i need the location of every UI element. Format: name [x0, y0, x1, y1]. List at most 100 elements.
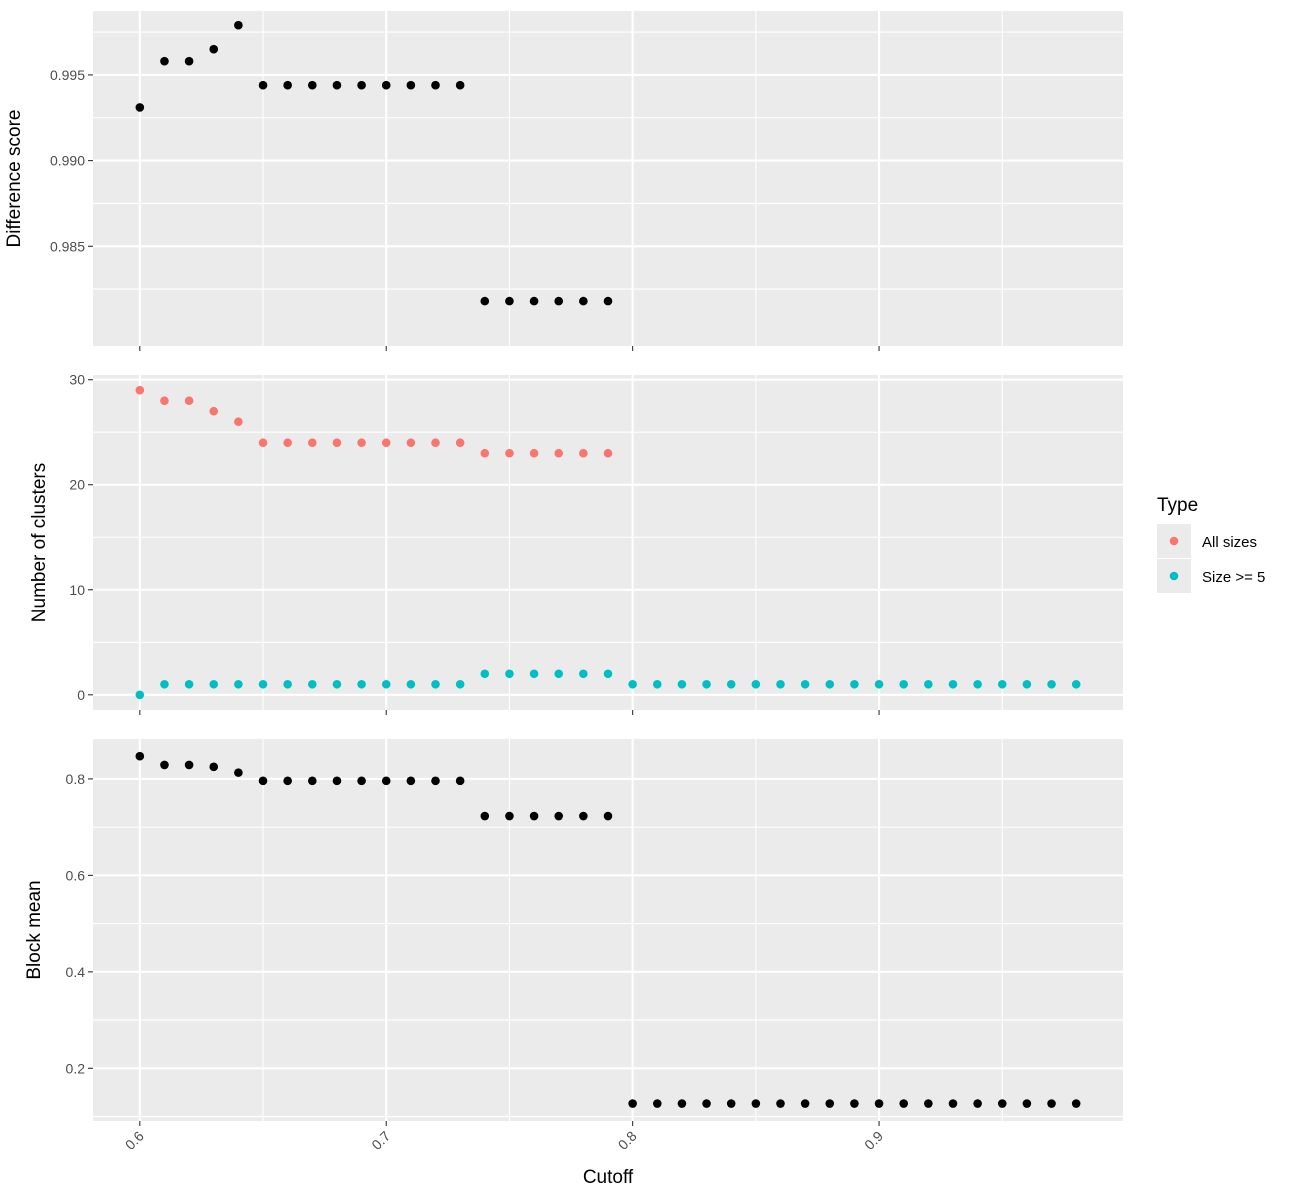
data-point: [431, 776, 440, 786]
data-point: [283, 80, 292, 90]
y-axis-title: Block mean: [24, 880, 45, 979]
legend-title: Type: [1157, 495, 1198, 516]
data-point: [997, 1099, 1007, 1108]
data-point: [406, 438, 416, 448]
data-point: [628, 1099, 637, 1108]
data-point: [579, 669, 588, 679]
data-point: [579, 811, 588, 821]
data-point: [455, 776, 465, 786]
data-point: [357, 438, 366, 448]
data-point: [1022, 679, 1032, 689]
y-tick-label: 0: [77, 687, 85, 703]
data-point: [1022, 1099, 1032, 1108]
data-point: [924, 679, 933, 689]
y-tick-label: 10: [69, 582, 85, 598]
data-point: [948, 679, 958, 689]
panel-3: 0.2 0.4 0.6 0.8 Block mean: [24, 739, 1123, 1126]
data-point: [529, 296, 539, 306]
legend-entry: All sizes: [1157, 524, 1257, 558]
y-tick-label: 0.985: [50, 238, 85, 254]
data-point: [726, 1099, 736, 1108]
y-axis-title: Difference score: [4, 110, 25, 248]
y-axis-title: Number of clusters: [29, 463, 50, 622]
panel-2: 0 10 20 30 Number of clusters: [29, 372, 1123, 715]
data-point: [357, 80, 366, 90]
y-tick-label: 0.990: [50, 153, 85, 169]
data-point: [406, 679, 416, 689]
data-point: [505, 296, 514, 306]
data-point: [751, 1099, 761, 1108]
data-point: [800, 679, 810, 689]
data-point: [726, 679, 736, 689]
data-point: [554, 669, 564, 679]
data-point: [332, 80, 342, 90]
legend-entries: All sizes Size >= 5: [1157, 524, 1265, 593]
data-point: [751, 679, 761, 689]
data-point: [505, 811, 514, 821]
data-point: [455, 80, 465, 90]
data-point: [308, 438, 317, 448]
data-point: [332, 776, 342, 786]
data-point: [1047, 1099, 1056, 1108]
gridlines: [93, 739, 1123, 1121]
data-point: [308, 776, 317, 786]
data-point: [702, 1099, 711, 1108]
data-point: [579, 296, 588, 306]
series-1: [135, 751, 1081, 1108]
x-tick-labels: 0.6 0.7 0.8 0.9: [122, 1128, 886, 1153]
panel-background: [93, 11, 1123, 346]
data-point: [406, 80, 416, 90]
data-point: [1047, 679, 1056, 689]
data-point: [776, 679, 785, 689]
data-point: [209, 44, 219, 54]
data-point: [381, 679, 391, 689]
data-point: [258, 438, 268, 448]
data-point: [603, 669, 613, 679]
gridlines: [93, 11, 1123, 346]
x-tick-label: 0.6: [122, 1128, 147, 1153]
x-tick-label: 0.7: [368, 1128, 393, 1153]
x-axis-title: Cutoff: [583, 1167, 634, 1188]
series-1: [135, 385, 613, 458]
legend-label: Size >= 5: [1202, 569, 1265, 586]
data-point: [184, 396, 194, 406]
data-point: [332, 438, 342, 448]
y-tick-label: 30: [69, 372, 85, 388]
data-point: [480, 448, 490, 458]
data-point: [603, 296, 613, 306]
y-tick-label: 20: [69, 477, 85, 493]
data-point: [283, 438, 292, 448]
data-point: [505, 669, 514, 679]
data-point: [554, 296, 564, 306]
data-point: [209, 406, 219, 416]
data-point: [677, 1099, 687, 1108]
data-point: [184, 56, 194, 66]
y-tick-label: 0.4: [66, 964, 86, 980]
panel-background: [93, 739, 1123, 1121]
data-point: [381, 80, 391, 90]
y-tick-label: 0.2: [66, 1060, 86, 1076]
data-point: [258, 679, 268, 689]
data-point: [776, 1099, 785, 1108]
data-point: [702, 679, 711, 689]
series-2: [135, 669, 1081, 700]
data-point: [973, 1099, 982, 1108]
data-point: [579, 448, 588, 458]
legend-swatch: [1169, 571, 1179, 581]
series-1: [135, 20, 613, 306]
data-point: [677, 679, 687, 689]
data-point: [652, 679, 662, 689]
y-tick-label: 0.995: [50, 67, 85, 83]
data-point: [628, 679, 637, 689]
data-point: [234, 417, 243, 427]
data-point: [234, 679, 243, 689]
legend-swatch: [1169, 536, 1179, 546]
data-point: [948, 1099, 958, 1108]
data-point: [308, 80, 317, 90]
data-point: [825, 679, 835, 689]
facet-panels: 0.985 0.990 0.995 Difference score 0 10 20 30 Nu…: [4, 11, 1123, 1153]
data-point: [135, 690, 145, 700]
data-point: [825, 1099, 835, 1108]
data-point: [160, 396, 169, 406]
data-point: [209, 762, 219, 772]
